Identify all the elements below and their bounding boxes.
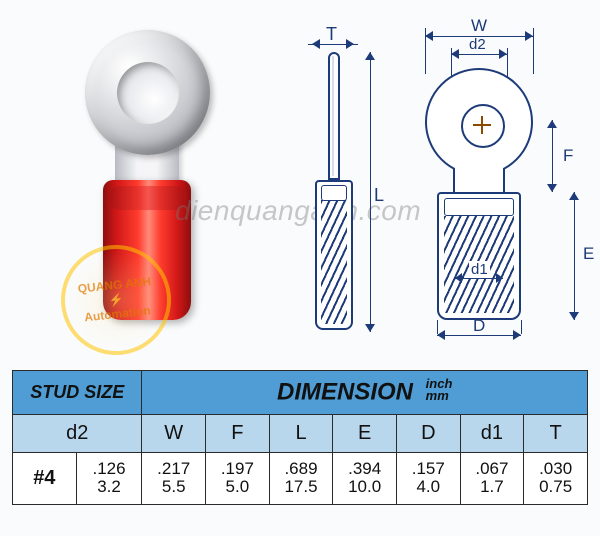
sym-F: F [206,415,270,453]
stamp-line1: QUANG ANH [77,275,152,297]
val-L: .68917.5 [269,453,333,505]
val-stud: #4 [13,453,77,505]
val-d1: .0671.7 [460,453,524,505]
sym-W: W [142,415,206,453]
dim-F-label: F [563,146,573,166]
diagram-front: W d2 F E d1 D [395,20,590,345]
sym-T: T [524,415,588,453]
dimension-table: STUD SIZE DIMENSION inchmm d2 W F L E D … [12,370,588,505]
val-D: .1574.0 [396,453,460,505]
terminal-hole [117,62,179,124]
sym-d2: d2 [13,415,142,453]
dim-T-label: T [326,24,337,45]
dim-D: D [437,326,521,342]
dim-E-label: E [583,244,594,264]
th-dimension: DIMENSION inchmm [142,371,588,415]
front-sleeve [437,192,521,320]
dim-E [567,192,581,320]
sym-L: L [269,415,333,453]
dim-d2: d2 [451,46,507,60]
dim-L-label: L [374,185,384,206]
sym-E: E [333,415,397,453]
diagram-side: T L [302,30,377,345]
side-tab [328,52,340,180]
val-T: .0300.75 [524,453,588,505]
unit-mm: mm [426,388,449,403]
val-F: .1975.0 [206,453,270,505]
stamp-line2: Automation [84,304,152,325]
dim-W-label: W [471,16,487,36]
dim-F [545,120,559,192]
val-d2: .1263.2 [76,453,142,505]
dim-d2-label: d2 [469,36,486,53]
val-W: .2175.5 [142,453,206,505]
watermark-text: dienquanganh.com [175,195,421,227]
dim-d1: d1 [455,270,503,284]
center-mark-icon [475,118,489,132]
side-sleeve [315,180,353,330]
th-dimension-label: DIMENSION [277,379,413,406]
val-E: .39410.0 [333,453,397,505]
th-stud: STUD SIZE [13,371,142,415]
terminal-photo: QUANG ANH⚡Automation [55,30,235,330]
sym-D: D [396,415,460,453]
sym-d1: d1 [460,415,524,453]
dim-D-label: D [473,316,485,336]
dim-d1-label: d1 [469,261,490,278]
